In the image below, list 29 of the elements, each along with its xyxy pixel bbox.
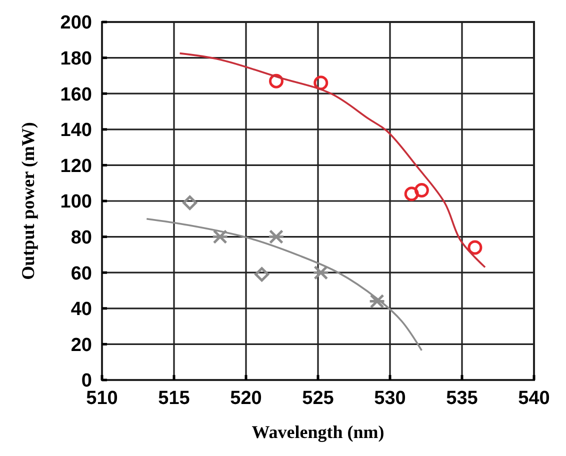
x-tick-label: 515 — [158, 388, 190, 409]
point — [468, 240, 482, 255]
y-tick-label: 20 — [70, 334, 92, 356]
y-tick-label: 80 — [70, 227, 92, 248]
y-tick-label: 100 — [60, 192, 92, 213]
line-series — [178, 52, 486, 268]
line-series — [146, 218, 423, 352]
y-tick-label: 180 — [60, 48, 92, 70]
x-tick-label: 540 — [518, 388, 550, 409]
point — [312, 265, 330, 280]
y-tick-label: 140 — [60, 120, 92, 142]
point — [212, 230, 229, 244]
x-tick-label: 535 — [446, 388, 478, 409]
point — [414, 183, 429, 198]
x-tick-label: 525 — [302, 388, 334, 409]
y-tick-label: 160 — [60, 84, 92, 106]
y-tick-label: 40 — [70, 299, 92, 320]
point — [404, 186, 419, 202]
point — [254, 267, 270, 282]
x-tick-label: 520 — [230, 388, 262, 409]
y-tick-label: 60 — [70, 263, 92, 284]
point — [182, 196, 198, 210]
y-tick-label: 120 — [60, 156, 92, 177]
y-tick-label: 200 — [60, 12, 92, 34]
point — [268, 230, 285, 244]
x-tick-label: 530 — [374, 388, 406, 409]
x-axis-title: Wavelength (nm) — [252, 422, 384, 442]
y-axis-title: Output power (mW) — [18, 122, 38, 280]
point — [368, 294, 386, 308]
